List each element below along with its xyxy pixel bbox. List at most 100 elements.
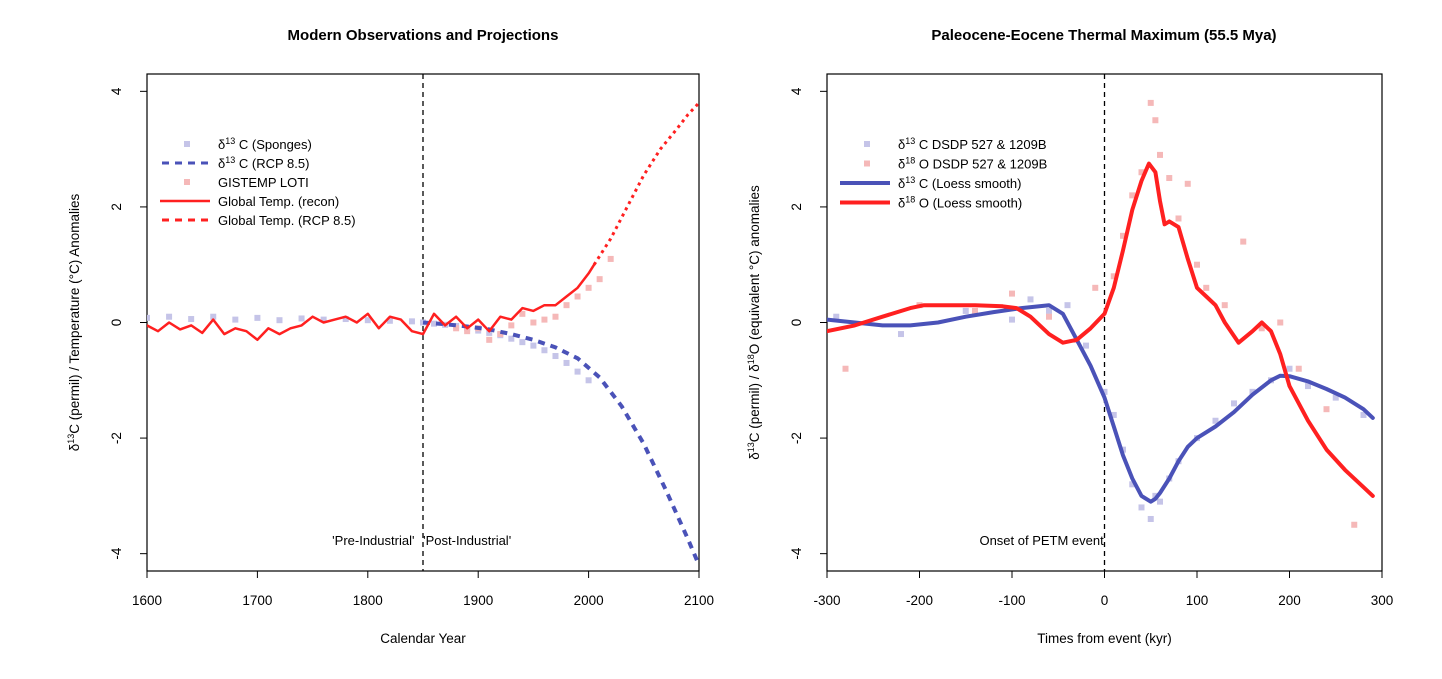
legend-item: Global Temp. (RCP 8.5) xyxy=(162,213,356,228)
legend-label: δ13 C (Sponges) xyxy=(218,136,312,152)
data-point xyxy=(607,255,614,262)
data-point xyxy=(563,359,570,366)
y-axis-label: δ13C (permil) / Temperature (°C) Anomali… xyxy=(66,194,82,452)
data-point xyxy=(1221,302,1228,309)
legend-item: δ18 O DSDP 527 & 1209B xyxy=(864,156,1047,172)
data-point xyxy=(276,317,283,324)
data-point xyxy=(972,307,978,314)
data-point xyxy=(833,313,840,320)
series-line xyxy=(422,320,699,566)
data-point xyxy=(1120,232,1126,239)
data-point xyxy=(1101,388,1108,395)
data-point xyxy=(453,325,460,332)
series-line xyxy=(592,101,699,266)
data-point xyxy=(552,353,559,360)
x-tick-label: -100 xyxy=(998,593,1025,608)
data-point xyxy=(1286,365,1293,372)
data-point xyxy=(519,310,526,317)
legend-label: Global Temp. (RCP 8.5) xyxy=(218,213,356,228)
data-point xyxy=(486,336,493,343)
data-point xyxy=(166,313,173,320)
data-point xyxy=(574,368,581,375)
chart-title: Paleocene-Eocene Thermal Maximum (55.5 M… xyxy=(931,27,1276,44)
x-tick-label: 100 xyxy=(1186,593,1209,608)
legend-item: δ18 O (Loess smooth) xyxy=(840,195,1022,211)
series-line xyxy=(147,263,596,342)
x-tick-label: 2100 xyxy=(684,593,714,608)
data-point xyxy=(1147,515,1154,522)
data-point xyxy=(497,331,504,338)
data-point xyxy=(1305,383,1311,390)
y-tick-label: 0 xyxy=(789,319,804,327)
legend-label: δ13 C (RCP 8.5) xyxy=(218,155,309,171)
data-point xyxy=(1295,365,1302,372)
data-point xyxy=(842,365,849,372)
data-point xyxy=(1184,180,1191,187)
data-point xyxy=(508,335,515,342)
y-tick-label: -2 xyxy=(109,432,124,444)
data-point xyxy=(1277,319,1284,326)
data-point xyxy=(1083,342,1089,349)
x-tick-label: 1800 xyxy=(353,593,383,608)
data-point xyxy=(232,316,239,323)
data-point xyxy=(1064,302,1071,309)
x-tick-label: 2000 xyxy=(574,593,604,608)
legend-label: δ13 C (Loess smooth) xyxy=(898,175,1021,191)
data-point xyxy=(1203,284,1210,291)
data-point xyxy=(1138,169,1145,176)
data-point xyxy=(1332,394,1339,401)
data-point xyxy=(1157,498,1163,505)
legend-item: Global Temp. (recon) xyxy=(160,194,339,209)
chart-title: Modern Observations and Projections xyxy=(288,27,559,44)
x-tick-label: 1600 xyxy=(132,593,162,608)
y-axis-label: δ13C (permil) / δ18O (equivalent °C) ano… xyxy=(746,185,762,460)
data-point xyxy=(1009,290,1015,297)
data-layer xyxy=(827,74,1375,571)
legend-item: GISTEMP LOTI xyxy=(184,175,309,190)
annotation: Onset of PETM event xyxy=(979,533,1104,548)
y-tick-label: 2 xyxy=(789,203,804,211)
data-point xyxy=(210,313,217,320)
x-axis-label: Calendar Year xyxy=(380,631,466,646)
annotation: 'Pre-Industrial' xyxy=(332,533,414,548)
data-point xyxy=(254,314,261,321)
y-tick-label: 0 xyxy=(109,319,124,327)
data-point xyxy=(898,331,904,338)
legend-item: δ13 C (RCP 8.5) xyxy=(162,155,309,171)
data-point xyxy=(1249,388,1256,395)
data-point xyxy=(1175,215,1182,222)
y-tick-label: -4 xyxy=(109,547,124,559)
data-point xyxy=(541,347,548,354)
x-axis-label: Times from event (kyr) xyxy=(1037,631,1172,646)
series-line xyxy=(827,303,1375,504)
data-point xyxy=(147,314,150,321)
data-point xyxy=(1129,192,1136,199)
data-layer xyxy=(147,74,699,571)
data-point xyxy=(1009,316,1015,323)
data-point xyxy=(342,316,349,323)
data-point xyxy=(1231,400,1237,407)
legend-label: δ18 O (Loess smooth) xyxy=(898,195,1022,211)
data-point xyxy=(386,317,393,324)
data-point xyxy=(530,319,537,326)
data-point xyxy=(1046,313,1052,320)
x-tick-label: 300 xyxy=(1371,593,1394,608)
y-tick-label: 2 xyxy=(109,203,124,211)
data-point xyxy=(486,329,493,336)
data-point xyxy=(298,315,305,322)
data-point xyxy=(1138,504,1145,511)
data-point xyxy=(1046,307,1052,314)
legend-label: δ18 O DSDP 527 & 1209B xyxy=(898,156,1047,172)
legend-swatch xyxy=(184,141,190,147)
data-point xyxy=(1258,325,1265,332)
y-tick-label: -4 xyxy=(789,547,804,559)
data-point xyxy=(585,377,592,384)
data-point xyxy=(431,320,438,327)
legend-swatch xyxy=(184,179,190,185)
data-point xyxy=(1323,406,1330,413)
data-point xyxy=(563,302,570,309)
y-tick-label: 4 xyxy=(789,87,804,95)
data-point xyxy=(1129,481,1136,488)
legend-swatch xyxy=(864,141,870,147)
x-tick-label: 1900 xyxy=(463,593,493,608)
